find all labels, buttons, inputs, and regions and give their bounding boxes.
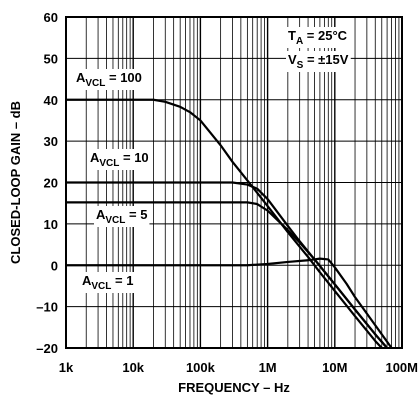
y-tick-label: –20	[36, 341, 58, 356]
x-tick-label: 10M	[322, 360, 347, 375]
series-label-3-text: AVCL = 1	[82, 273, 133, 292]
y-tick-label: 60	[44, 10, 58, 25]
y-tick-label: 10	[44, 217, 58, 232]
series-label-0-bg	[74, 69, 144, 90]
condition-vs: VS = ±15V	[286, 51, 351, 72]
series-label-3: AVCL = 1	[80, 272, 136, 293]
series-line-2	[66, 201, 388, 349]
x-tick-label: 100k	[186, 360, 216, 375]
y-tick-label: 30	[44, 134, 58, 149]
condition-ta-bg	[286, 27, 350, 48]
y-tick-label: 0	[51, 258, 58, 273]
x-axis-title: FREQUENCY – Hz	[178, 380, 290, 395]
series-line-3	[66, 257, 393, 349]
series-label-1-text: AVCL = 10	[90, 150, 149, 169]
y-axis-title: CLOSED-LOOP GAIN – dB	[8, 101, 23, 264]
y-tick-label: 40	[44, 93, 58, 108]
y-tick-label: 20	[44, 176, 58, 191]
condition-vs-text: VS = ±15V	[288, 52, 349, 71]
y-tick-label: –10	[36, 300, 58, 315]
series-label-2-bg	[94, 206, 150, 227]
series-label-1-bg	[88, 149, 151, 170]
plot-frame	[65, 16, 403, 349]
series-label-0-text: AVCL = 100	[76, 70, 142, 89]
series-label-2-text: AVCL = 5	[96, 207, 147, 226]
x-tick-label: 10k	[122, 360, 144, 375]
condition-ta-text: TA = 25°C	[288, 28, 348, 47]
x-tick-label: 100M	[385, 360, 418, 375]
y-tick-label: 50	[44, 51, 58, 66]
series-label-1: AVCL = 10	[88, 149, 151, 170]
series-label-2: AVCL = 5	[94, 206, 150, 227]
x-tick-label: 1k	[59, 360, 74, 375]
condition-vs-bg	[286, 51, 351, 72]
series-label-3-bg	[80, 272, 136, 293]
series-label-0: AVCL = 100	[74, 69, 144, 90]
condition-ta: TA = 25°C	[286, 27, 350, 48]
x-tick-label: 1M	[259, 360, 277, 375]
